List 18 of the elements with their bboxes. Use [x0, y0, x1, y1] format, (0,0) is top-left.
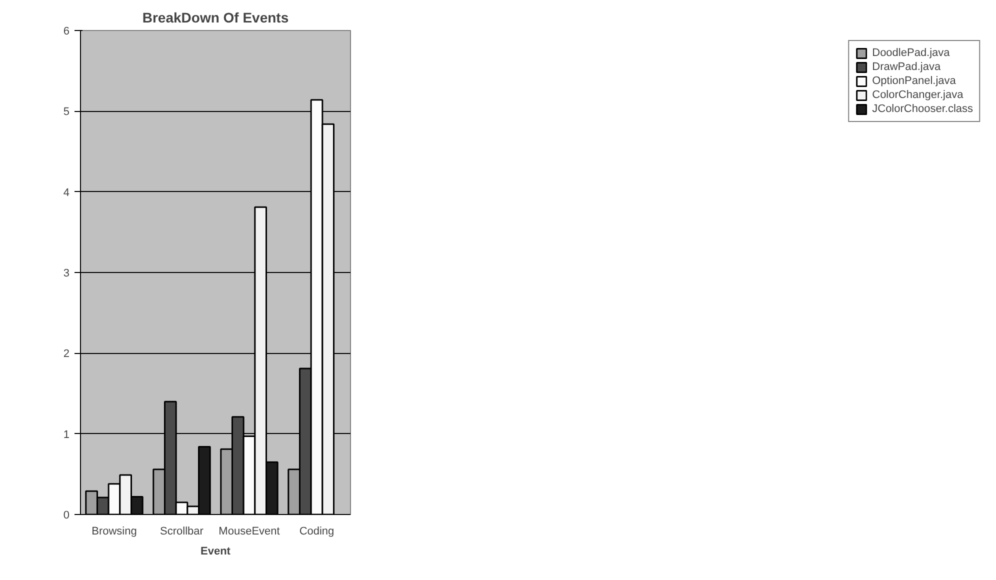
x-axis-title: Event: [200, 546, 231, 558]
y-tick-label: 2: [63, 348, 70, 360]
legend-label: DoodlePad.java: [872, 47, 950, 59]
x-tick-label: Browsing: [92, 526, 137, 538]
y-tick-label: 4: [63, 186, 70, 199]
x-tick-label: MouseEvent: [218, 526, 280, 538]
y-tick-label: 3: [63, 268, 70, 280]
x-tick-label: Scrollbar: [160, 526, 204, 538]
legend-label: OptionPanel.java: [872, 75, 956, 87]
chart-title: BreakDown Of Events: [142, 10, 289, 26]
legend-label: ColorChanger.java: [872, 89, 964, 101]
x-tick-label: Coding: [299, 526, 334, 538]
y-tick-label: 0: [63, 510, 70, 522]
legend-label: JColorChooser.class: [872, 103, 973, 115]
y-tick-label: 5: [63, 106, 70, 118]
y-tick-label: 1: [63, 428, 70, 441]
y-tick-label: 6: [63, 26, 70, 38]
legend-label: DrawPad.java: [872, 61, 941, 73]
